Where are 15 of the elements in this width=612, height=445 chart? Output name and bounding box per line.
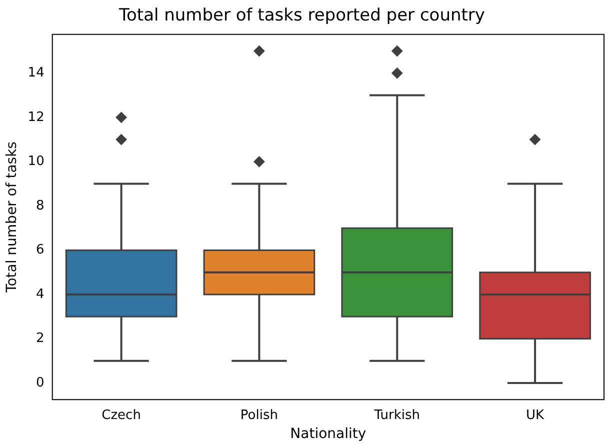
x-tick-label: Czech (102, 408, 141, 423)
y-tick-label: 0 (36, 375, 44, 390)
y-tick-label: 6 (36, 242, 44, 258)
x-tick-label: Polish (240, 408, 278, 423)
y-tick-label: 2 (36, 331, 44, 346)
x-axis-title: Nationality (290, 426, 366, 442)
chart-title: Total number of tasks reported per country (118, 6, 485, 26)
y-tick-label: 14 (28, 66, 44, 81)
y-tick-label: 4 (36, 286, 44, 302)
x-tick-label: Turkish (373, 408, 420, 423)
y-axis-title: Total number of tasks (4, 142, 20, 294)
y-tick-label: 10 (28, 154, 44, 170)
x-tick-label: UK (526, 408, 545, 423)
y-tick-label: 8 (36, 198, 44, 214)
y-tick-label: 12 (28, 110, 44, 125)
